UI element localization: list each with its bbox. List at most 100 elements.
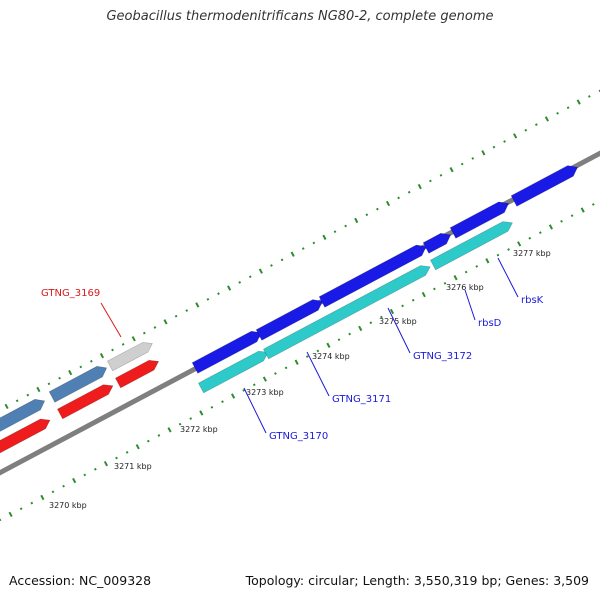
inner-tick-mark [294, 359, 299, 365]
outer-tick-mark [99, 352, 105, 359]
gene-arrow-forward [510, 165, 579, 207]
inner-tick-mark [528, 236, 532, 240]
outer-tick-mark [195, 302, 200, 308]
inner-tick-mark [538, 231, 542, 234]
inner-tick-mark [221, 400, 224, 404]
inner-tick-mark [103, 460, 109, 467]
outer-tick-mark [121, 343, 125, 346]
outer-tick-mark [301, 247, 305, 250]
inner-tick-mark [72, 477, 77, 484]
inner-tick-mark [167, 427, 172, 433]
outer-tick-mark [556, 111, 559, 115]
inner-tick-mark [242, 389, 246, 392]
outer-tick-mark [534, 123, 538, 126]
outer-tick-mark [417, 183, 422, 190]
inner-tick-mark [125, 451, 129, 454]
outer-tick-mark [174, 314, 178, 318]
inner-tick-mark [252, 383, 256, 387]
inner-tick-mark [115, 456, 118, 460]
outer-tick-mark [142, 331, 146, 335]
inner-tick-mark [464, 270, 468, 274]
inner-tick-mark [433, 287, 436, 291]
outer-tick-mark [449, 167, 454, 173]
outer-tick-mark [429, 179, 432, 183]
label-leader-lines [100, 257, 519, 434]
outer-tick-mark [90, 359, 93, 363]
inner-tick-mark [485, 258, 490, 264]
kbp-label: 3274 kbp [312, 352, 350, 361]
inner-tick-mark [591, 203, 595, 206]
outer-tick-mark [544, 116, 549, 122]
outer-tick-mark [15, 399, 19, 403]
outer-tick-mark [513, 133, 518, 139]
outer-tick-mark [248, 275, 252, 279]
inner-tick-mark [401, 304, 404, 308]
gene-arrow-steel [0, 398, 46, 432]
kbp-label: 3273 kbp [246, 388, 284, 397]
kbp-label: 3272 kbp [180, 425, 218, 434]
gene-arrow-reverse [262, 265, 431, 360]
leader-line [243, 387, 267, 434]
inner-tick-mark [380, 315, 383, 319]
outer-tick-mark [322, 234, 327, 240]
outer-tick-mark [385, 200, 391, 207]
inner-tick-mark [337, 338, 341, 342]
outer-tick-mark [185, 309, 189, 312]
outer-tick-mark [47, 382, 51, 386]
inner-tick-mark [389, 308, 395, 315]
inner-tick-mark [517, 241, 522, 247]
outer-tick-mark [238, 281, 242, 284]
outer-tick-mark [587, 95, 591, 98]
gene-label: GTNG_3169 [41, 288, 100, 299]
inner-tick-mark [8, 511, 13, 518]
inner-tick-mark [369, 321, 373, 325]
inner-tick-mark [146, 439, 150, 443]
inner-tick-mark [189, 417, 193, 420]
outer-tick-mark [397, 196, 400, 200]
outer-tick-mark [270, 264, 273, 267]
kbp-label: 3275 kbp [379, 317, 417, 326]
inner-tick-mark [62, 484, 65, 488]
kbp-label: 3270 kbp [49, 501, 87, 510]
outer-tick-mark [365, 213, 369, 217]
gene-label: GTNG_3172 [413, 351, 472, 362]
outer-tick-mark [111, 348, 114, 352]
outer-tick-mark [68, 369, 73, 376]
kbp-label: 3276 kbp [446, 283, 484, 292]
gene-label: rbsK [521, 295, 544, 306]
outer-tick-mark [492, 145, 496, 149]
inner-tick-mark [83, 473, 87, 477]
gene-arrow-gray [106, 342, 153, 372]
outer-tick-mark [524, 128, 528, 132]
gene-features [0, 165, 579, 454]
gene-arrow-forward [255, 299, 324, 341]
accession-text: Accession: NC_009328 [9, 573, 152, 588]
inner-tick-mark [51, 490, 55, 494]
outer-tick-mark [58, 376, 61, 380]
gene-arrow-red [114, 359, 160, 389]
inner-tick-mark [40, 494, 45, 501]
gene-labels: GTNG_3169 GTNG_3170 GTNG_3171 GTNG_3172 rbsD… [41, 288, 544, 442]
inner-tick-mark [94, 467, 97, 471]
outer-tick-mark [153, 326, 157, 329]
outer-tick-mark [344, 224, 347, 228]
outer-tick-mark [407, 190, 411, 194]
inner-tick-mark [580, 207, 585, 213]
inner-tick-mark [30, 501, 34, 505]
genome-summary-text: Topology: circular; Length: 3,550,319 bp… [245, 573, 589, 588]
gene-arrow-reverse [429, 221, 513, 271]
outer-tick-mark [503, 140, 506, 143]
inner-tick-mark [19, 507, 23, 511]
inner-tick-mark [231, 393, 236, 399]
outer-tick-mark [4, 403, 9, 410]
gene-label: rbsD [478, 318, 502, 329]
inner-tick-mark [262, 376, 267, 382]
outer-tick-mark [566, 106, 570, 110]
inner-tick-mark [135, 444, 140, 450]
outer-tick-mark [206, 297, 210, 301]
inner-tick-mark [475, 265, 479, 268]
outer-tick-mark [471, 157, 475, 160]
outer-tick-mark [333, 230, 337, 234]
inner-tick-mark [421, 291, 426, 298]
